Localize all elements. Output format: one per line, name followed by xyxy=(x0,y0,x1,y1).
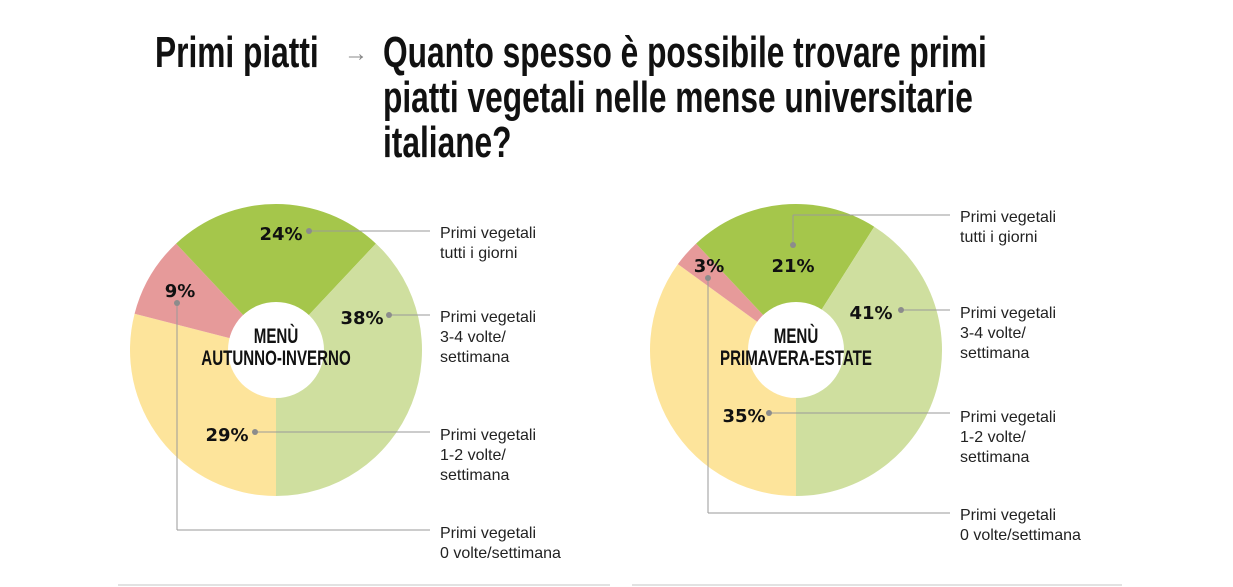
pie-slice xyxy=(796,226,943,496)
legend-label: Primi vegetali xyxy=(960,305,1056,322)
legend-label: 3-4 volte/ xyxy=(960,325,1026,342)
section-title: Primi piatti xyxy=(155,28,319,77)
leader-dot xyxy=(705,275,711,281)
value-label: 9% xyxy=(165,281,196,302)
legend-label: settimana xyxy=(960,345,1029,362)
legend-label: 1-2 volte/ xyxy=(440,447,506,464)
legend-label: tutti i giorni xyxy=(960,229,1037,246)
leader-dot xyxy=(306,228,312,234)
legend-label: 3-4 volte/ xyxy=(440,329,506,346)
pie-slice xyxy=(650,264,796,496)
donut-hole xyxy=(748,302,844,398)
legend-label: settimana xyxy=(440,467,509,484)
donut-center-title: PRIMAVERA-ESTATE xyxy=(720,345,872,369)
leader-dot xyxy=(766,410,772,416)
chart-question-title: Quanto spesso è possibile trovare primi … xyxy=(383,28,987,167)
donut-center-title: MENÙ xyxy=(254,323,298,347)
legend-label: Primi vegetali xyxy=(440,225,536,242)
leader-dot xyxy=(790,242,796,248)
donut-center-title: AUTUNNO-INVERNO xyxy=(201,345,350,369)
value-label: 21% xyxy=(771,256,814,277)
legend-label: settimana xyxy=(440,349,509,366)
donut-hole xyxy=(228,302,324,398)
value-label: 29% xyxy=(205,425,248,446)
legend-label: Primi vegetali xyxy=(960,409,1056,426)
pie-slice xyxy=(176,204,376,350)
legend-label: settimana xyxy=(960,449,1029,466)
legend-label: Primi vegetali xyxy=(440,427,536,444)
value-label: 35% xyxy=(722,406,765,427)
legend-label: 0 volte/settimana xyxy=(960,527,1081,544)
legend-label: 0 volte/settimana xyxy=(440,545,561,562)
divider xyxy=(632,584,1122,586)
pie-slice xyxy=(276,243,422,496)
leader-dot xyxy=(386,312,392,318)
leader-dot xyxy=(898,307,904,313)
value-label: 24% xyxy=(259,224,302,245)
legend-label: 1-2 volte/ xyxy=(960,429,1026,446)
pie-slice xyxy=(696,204,875,350)
arrow-right-icon: → xyxy=(344,40,368,67)
divider xyxy=(118,584,610,586)
value-label: 3% xyxy=(694,256,725,277)
donut-center-title: MENÙ xyxy=(774,323,818,347)
legend-label: Primi vegetali xyxy=(440,309,536,326)
value-label: 41% xyxy=(849,303,892,324)
legend-label: tutti i giorni xyxy=(440,245,517,262)
value-label: 38% xyxy=(340,308,383,329)
legend-label: Primi vegetali xyxy=(960,209,1056,226)
legend-label: Primi vegetali xyxy=(440,525,536,542)
leader-dot xyxy=(174,300,180,306)
leader-dot xyxy=(252,429,258,435)
legend-label: Primi vegetali xyxy=(960,507,1056,524)
